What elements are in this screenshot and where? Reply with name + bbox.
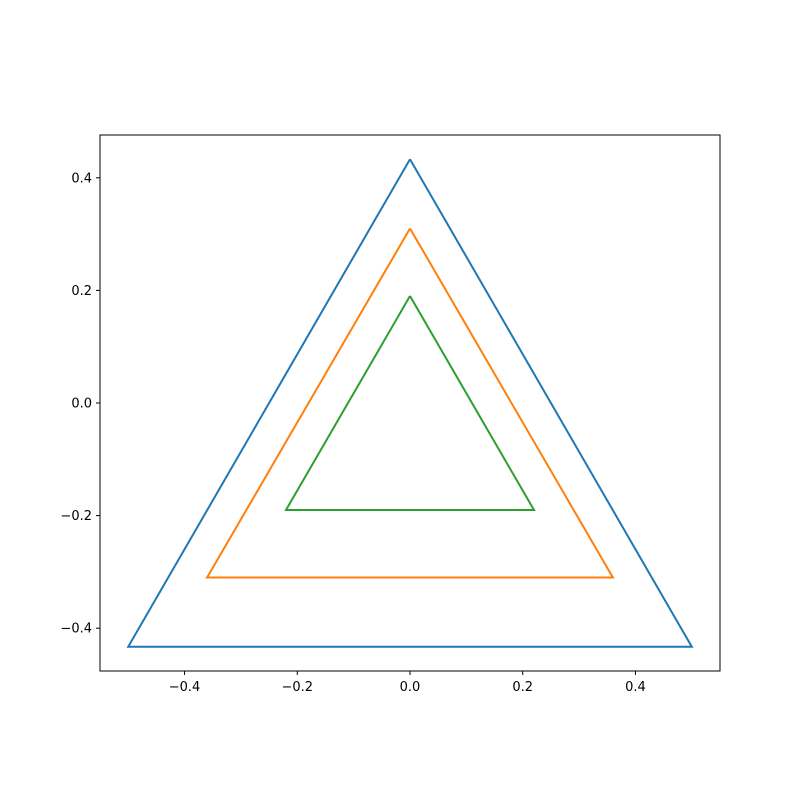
y-tick-label: −0.2 <box>60 509 92 524</box>
line-series <box>126 158 694 648</box>
x-tick-label: 0.4 <box>625 680 646 695</box>
y-tick-label: 0.4 <box>71 171 92 186</box>
y-tick-label: 0.2 <box>71 284 92 299</box>
line-series <box>205 227 615 579</box>
x-tick-label: 0.0 <box>400 680 421 695</box>
line-series <box>284 295 536 511</box>
x-tick-label: −0.4 <box>169 680 201 695</box>
x-tick-label: 0.2 <box>512 680 533 695</box>
plot-frame <box>99 134 721 672</box>
y-tick-label: 0.0 <box>71 397 92 412</box>
x-tick-label: −0.2 <box>281 680 313 695</box>
y-tick-label: −0.4 <box>60 622 92 637</box>
